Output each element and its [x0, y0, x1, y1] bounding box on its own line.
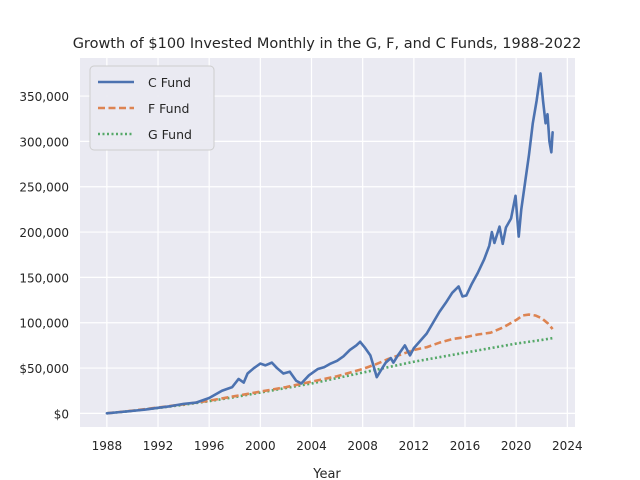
x-tick-labels: 1988 1992 1996 2000 2004 2008 2012 2016 2020 2024 [92, 439, 583, 453]
x-tick-label: 1988 [92, 439, 123, 453]
x-tick-label: 2016 [450, 439, 481, 453]
legend-box [89, 65, 215, 151]
series-line-c-fund [105, 72, 554, 415]
x-tick-label: 2008 [347, 439, 378, 453]
x-tick-label: 1996 [194, 439, 225, 453]
y-tick-label: $50,000 [19, 362, 69, 376]
legend-label: C Fund [148, 75, 191, 90]
legend-label: F Fund [148, 101, 189, 116]
y-tick-label: $0 [54, 407, 69, 421]
chart-title: Growth of $100 Invested Monthly in the G… [73, 36, 582, 52]
y-tick-label: 100,000 [19, 317, 69, 331]
x-tick-label: 2000 [245, 439, 276, 453]
x-axis-label: Year [312, 467, 341, 480]
y-tick-label: 300,000 [19, 135, 69, 149]
y-tick-label: 250,000 [19, 181, 69, 195]
series-lines [105, 72, 554, 415]
y-tick-label: 200,000 [19, 226, 69, 240]
x-tick-label: 2004 [296, 439, 327, 453]
y-tick-label: 150,000 [19, 271, 69, 285]
x-tick-label: 2024 [552, 439, 583, 453]
x-tick-label: 2012 [399, 439, 430, 453]
x-tick-label: 2020 [501, 439, 532, 453]
y-tick-labels: $0 $50,000 100,000 150,000 200,000 250,000 300… [19, 90, 69, 421]
legend: C Fund F Fund G Fund [89, 65, 215, 151]
y-tick-label: 350,000 [19, 90, 69, 104]
series-line-f-fund [106, 313, 554, 415]
legend-label: G Fund [148, 127, 192, 142]
x-tick-label: 1992 [143, 439, 174, 453]
